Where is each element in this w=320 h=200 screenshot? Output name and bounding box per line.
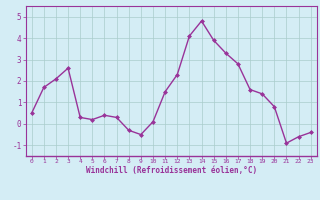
X-axis label: Windchill (Refroidissement éolien,°C): Windchill (Refroidissement éolien,°C): [86, 166, 257, 175]
